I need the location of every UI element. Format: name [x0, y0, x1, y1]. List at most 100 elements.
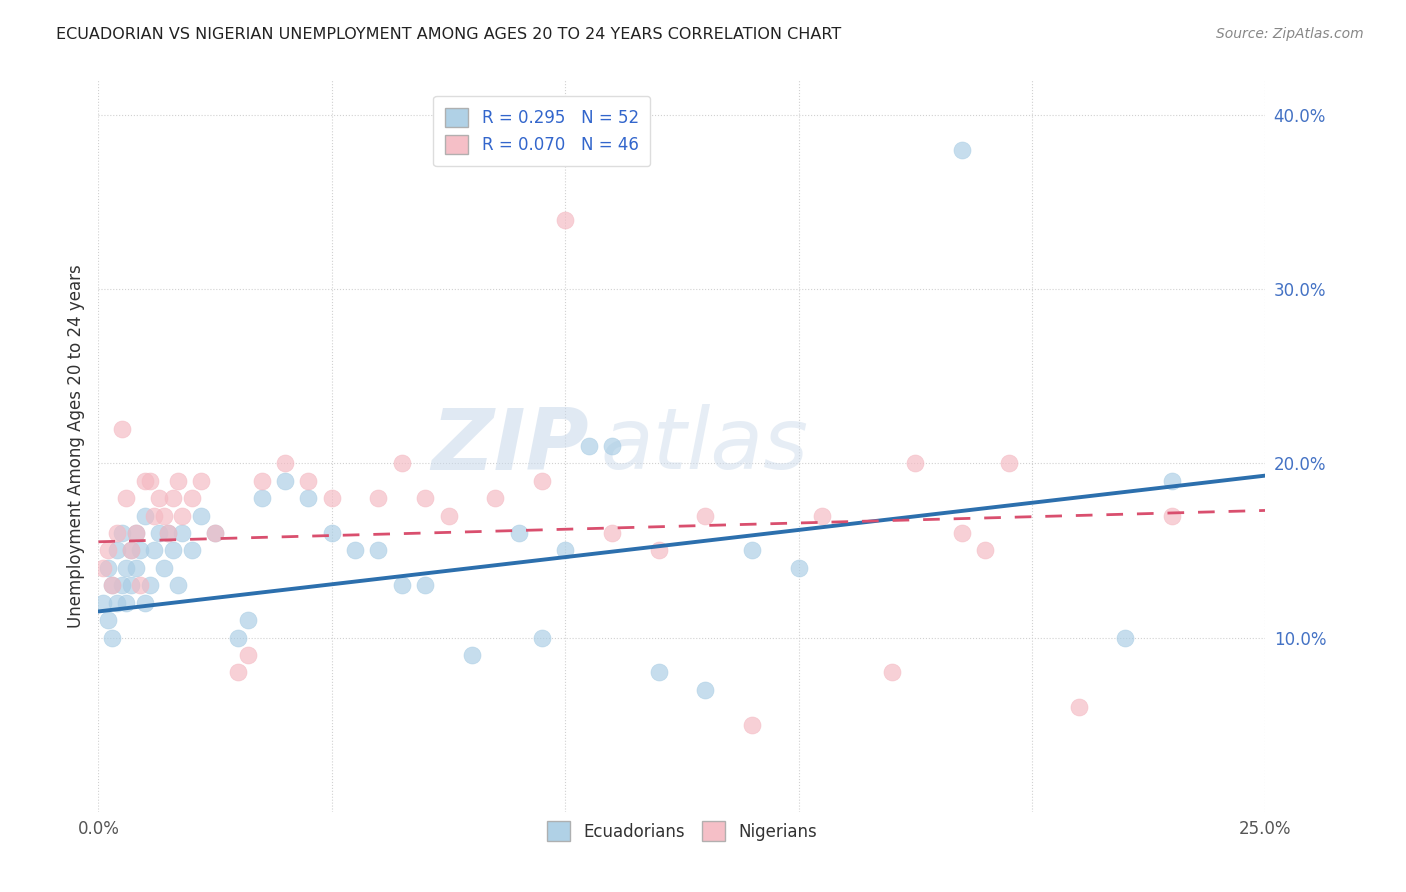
Point	[139, 474, 162, 488]
Point	[274, 457, 297, 471]
Point	[134, 508, 156, 523]
Point	[91, 596, 114, 610]
Point	[134, 596, 156, 610]
Point	[741, 543, 763, 558]
Point	[997, 457, 1019, 471]
Point	[1067, 700, 1090, 714]
Point	[166, 578, 188, 592]
Point	[204, 526, 226, 541]
Text: ECUADORIAN VS NIGERIAN UNEMPLOYMENT AMONG AGES 20 TO 24 YEARS CORRELATION CHART: ECUADORIAN VS NIGERIAN UNEMPLOYMENT AMON…	[56, 27, 841, 42]
Point	[250, 491, 273, 506]
Point	[413, 491, 436, 506]
Point	[101, 578, 124, 592]
Point	[811, 508, 834, 523]
Point	[950, 526, 973, 541]
Point	[695, 508, 717, 523]
Point	[321, 526, 343, 541]
Point	[162, 491, 184, 506]
Point	[157, 526, 180, 541]
Point	[578, 439, 600, 453]
Point	[297, 474, 319, 488]
Point	[250, 474, 273, 488]
Point	[143, 508, 166, 523]
Y-axis label: Unemployment Among Ages 20 to 24 years: Unemployment Among Ages 20 to 24 years	[66, 264, 84, 628]
Point	[111, 578, 134, 592]
Point	[105, 543, 128, 558]
Point	[129, 543, 152, 558]
Point	[1161, 474, 1184, 488]
Point	[101, 631, 124, 645]
Point	[647, 665, 669, 680]
Point	[120, 578, 142, 592]
Point	[600, 526, 623, 541]
Point	[162, 543, 184, 558]
Point	[741, 717, 763, 731]
Point	[554, 212, 576, 227]
Point	[105, 596, 128, 610]
Point	[321, 491, 343, 506]
Point	[974, 543, 997, 558]
Point	[115, 561, 138, 575]
Point	[97, 613, 120, 627]
Point	[647, 543, 669, 558]
Point	[190, 508, 212, 523]
Point	[148, 491, 170, 506]
Point	[91, 561, 114, 575]
Point	[115, 491, 138, 506]
Point	[391, 457, 413, 471]
Text: atlas: atlas	[600, 404, 808, 488]
Point	[129, 578, 152, 592]
Point	[236, 613, 259, 627]
Point	[180, 543, 202, 558]
Point	[367, 543, 389, 558]
Point	[880, 665, 903, 680]
Point	[461, 648, 484, 662]
Point	[1161, 508, 1184, 523]
Point	[228, 665, 250, 680]
Point	[120, 543, 142, 558]
Point	[530, 474, 553, 488]
Point	[484, 491, 506, 506]
Point	[180, 491, 202, 506]
Point	[125, 526, 148, 541]
Point	[139, 578, 162, 592]
Point	[125, 526, 148, 541]
Point	[904, 457, 927, 471]
Point	[274, 474, 297, 488]
Point	[125, 561, 148, 575]
Point	[950, 143, 973, 157]
Point	[157, 526, 180, 541]
Point	[236, 648, 259, 662]
Point	[297, 491, 319, 506]
Point	[166, 474, 188, 488]
Text: Source: ZipAtlas.com: Source: ZipAtlas.com	[1216, 27, 1364, 41]
Point	[367, 491, 389, 506]
Point	[787, 561, 810, 575]
Point	[554, 543, 576, 558]
Point	[172, 508, 194, 523]
Point	[111, 421, 134, 435]
Point	[600, 439, 623, 453]
Text: ZIP: ZIP	[430, 404, 589, 488]
Point	[228, 631, 250, 645]
Point	[508, 526, 530, 541]
Point	[437, 508, 460, 523]
Point	[391, 578, 413, 592]
Point	[1114, 631, 1136, 645]
Point	[152, 561, 174, 575]
Point	[97, 561, 120, 575]
Point	[120, 543, 142, 558]
Point	[344, 543, 367, 558]
Point	[97, 543, 120, 558]
Point	[172, 526, 194, 541]
Point	[115, 596, 138, 610]
Point	[134, 474, 156, 488]
Point	[143, 543, 166, 558]
Point	[190, 474, 212, 488]
Point	[111, 526, 134, 541]
Point	[101, 578, 124, 592]
Point	[695, 682, 717, 697]
Point	[530, 631, 553, 645]
Point	[105, 526, 128, 541]
Point	[148, 526, 170, 541]
